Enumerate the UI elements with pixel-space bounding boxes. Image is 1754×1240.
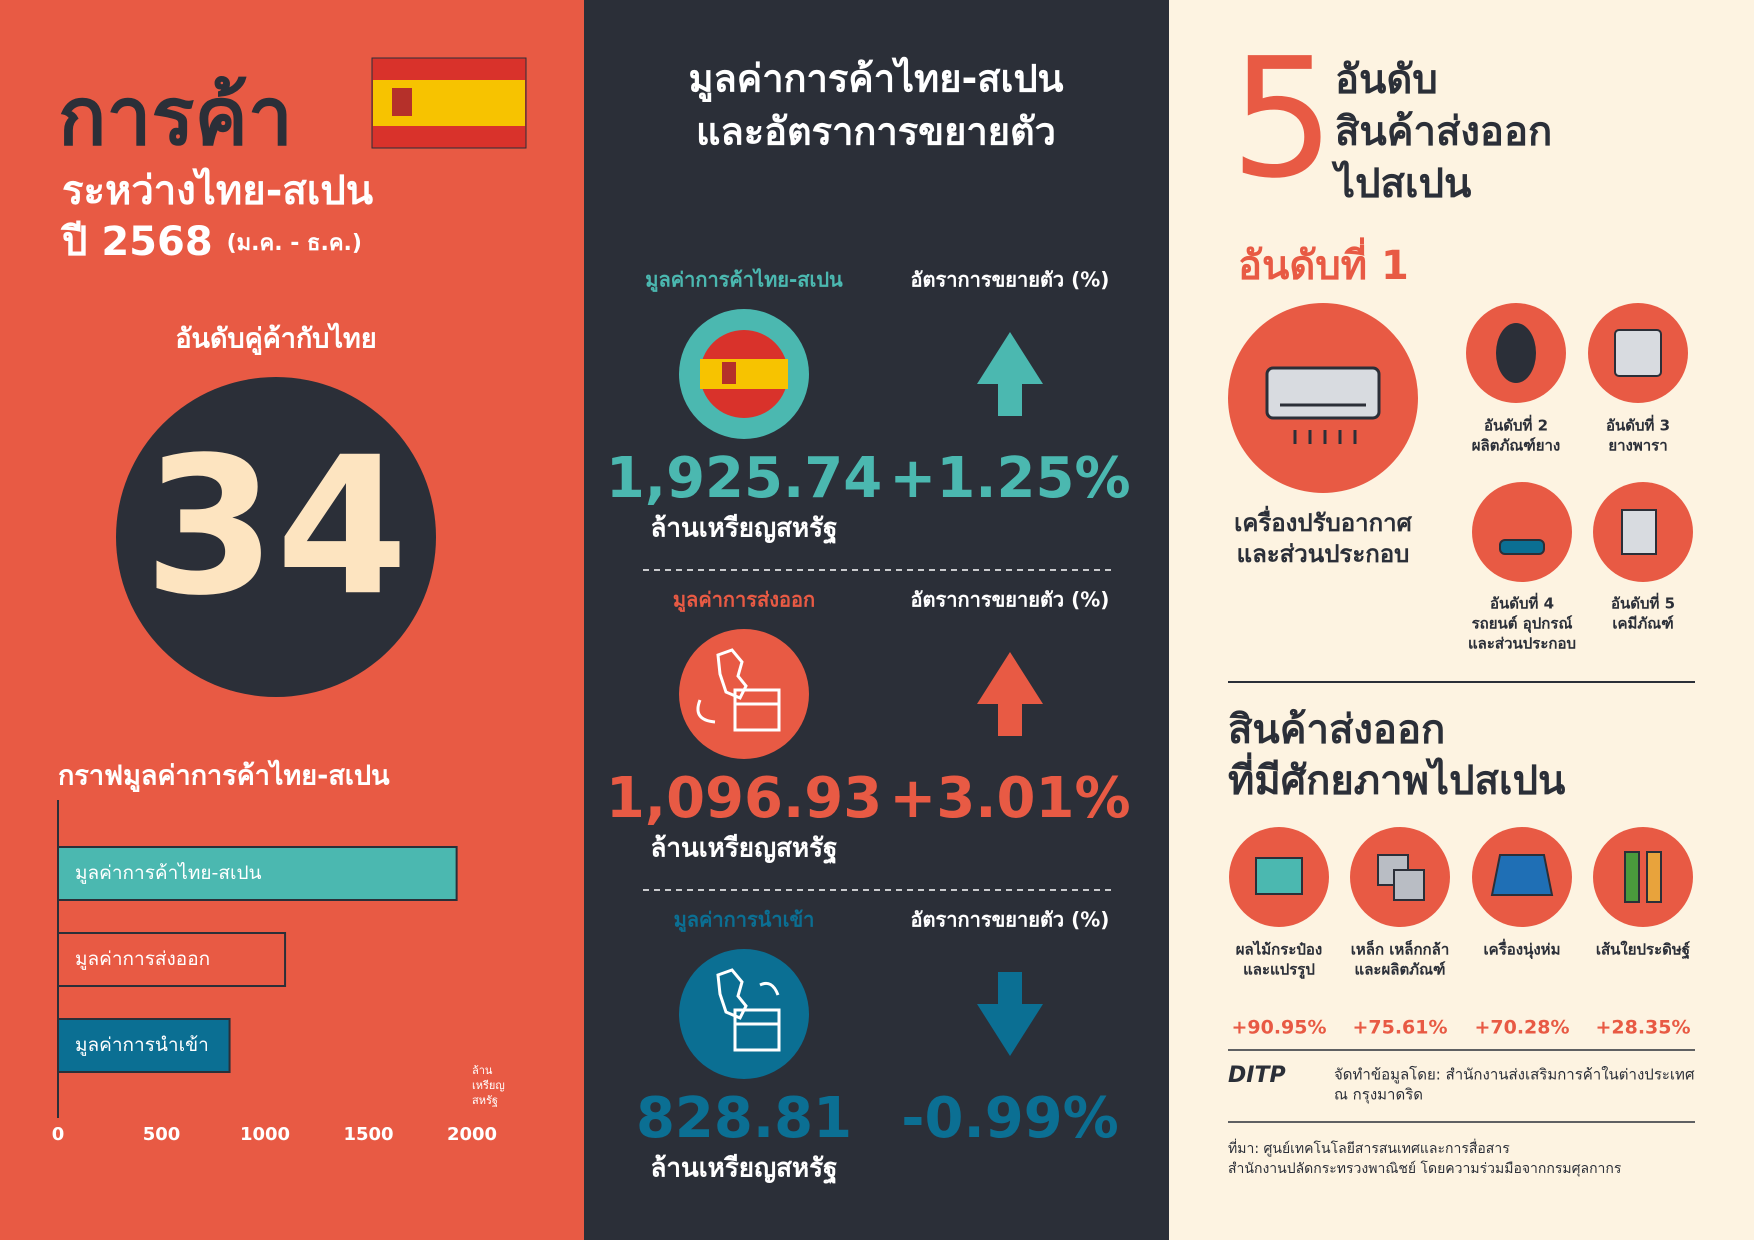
potential-item: และแปรรูป (1243, 961, 1315, 980)
sections: มูลค่าการค้าไทย-สเปน อัตราการขยายตัว (%)1… (606, 268, 1131, 1186)
bar-chart: มูลค่าการค้าไทย-สเปนมูลค่าการส่งออกมูลค่… (52, 846, 505, 1145)
down-arrow (977, 972, 1043, 1056)
title: การค้า (58, 70, 293, 163)
heading: สินค้าส่งออก (1335, 109, 1552, 155)
x-tick-label: 500 (143, 1124, 181, 1145)
export-icon (679, 629, 809, 759)
rank-list: อันดับที่ 2 ผลิตภัณฑ์ยาง อันดับที่ 3 ยางพาร… (1468, 415, 1675, 653)
ditp-logo: DITP (1228, 1063, 1286, 1088)
potential-growth: +90.95% (1231, 1017, 1326, 1039)
unit-label: ล้าน (472, 1064, 493, 1077)
rank-label: อันดับที่ 3 (1606, 415, 1670, 435)
growth: -0.99% (901, 1086, 1119, 1151)
source: สำนักงานปลัดกระทรวงพาณิชย์ โดยความร่วมมื… (1228, 1160, 1622, 1177)
rank-item: ยางพารา (1608, 437, 1667, 455)
potential-growth: +70.28% (1474, 1017, 1569, 1039)
top-item: และส่วนประกอบ (1237, 540, 1410, 568)
rank-item: ผลิตภัณฑ์ยาง (1472, 437, 1561, 455)
growth-label: อัตราการขยายตัว (%) (911, 268, 1110, 292)
growth-label: อัตราการขยายตัว (%) (911, 588, 1110, 612)
bar (57, 846, 458, 901)
top-item: เครื่องปรับอากาศ (1234, 505, 1413, 537)
rank-label: อันดับที่ 5 (1611, 593, 1675, 613)
x-tick-label: 1000 (240, 1124, 290, 1145)
potential-title: ที่มีศักยภาพไปสเปน (1228, 752, 1565, 804)
credit: จัดทำข้อมูลโดย: สำนักงานส่งเสริมการค้าใน… (1334, 1066, 1695, 1084)
unit-label: เหรียญ (472, 1079, 505, 1092)
potential-item: เหล็ก เหล็กกล้า (1351, 940, 1450, 959)
heading: ไปสเปน (1331, 160, 1471, 207)
potential-icons (1229, 827, 1693, 927)
growth: +1.25% (889, 446, 1130, 511)
period: (ม.ค. - ธ.ค.) (227, 231, 362, 256)
up-arrow (977, 332, 1043, 416)
rank-label: อันดับที่ 4 (1490, 593, 1554, 613)
import-icon (679, 949, 809, 1079)
potential-item: ผลไม้กระป๋อง (1236, 940, 1322, 959)
unit: ล้านเหรียญสหรัฐ (650, 834, 837, 866)
credit: ณ กรุงมาดริด (1334, 1086, 1423, 1105)
bar-label: มูลค่าการค้าไทย-สเปน (75, 862, 262, 884)
rank-item: รถยนต์ อุปกรณ์ (1472, 615, 1573, 634)
rank-label: อันดับที่ 2 (1484, 415, 1548, 435)
growth: +3.01% (889, 766, 1130, 831)
subtitle: ระหว่างไทย-สเปน (62, 167, 373, 214)
big-number: 5 (1230, 22, 1335, 214)
x-tick-label: 2000 (447, 1124, 497, 1145)
x-tick-label: 0 (52, 1124, 65, 1145)
year: ปี 2568 (ม.ค. - ธ.ค.) (60, 219, 361, 265)
bar (57, 1018, 231, 1073)
potential-title: สินค้าส่งออก (1228, 707, 1445, 753)
middle-title: และอัตราการขยายตัว (696, 110, 1056, 154)
unit: ล้านเหรียญสหรัฐ (650, 514, 837, 546)
potential-item: และผลิตภัณฑ์ (1355, 961, 1446, 979)
rank-number: 34 (144, 416, 408, 637)
unit: ล้านเหรียญสหรัฐ (650, 1154, 837, 1186)
heading: อันดับ (1335, 57, 1438, 103)
section-label: มูลค่าการส่งออก (673, 588, 815, 614)
section-label: มูลค่าการนำเข้า (674, 908, 815, 934)
spain-flag (371, 57, 527, 149)
value: 1,096.93 (606, 766, 882, 831)
growth-label: อัตราการขยายตัว (%) (911, 908, 1110, 932)
up-arrow (977, 652, 1043, 736)
rank-circle (116, 377, 436, 697)
top-label: อันดับที่ 1 (1238, 237, 1409, 289)
potential-growth: +75.61% (1352, 1017, 1447, 1039)
section-label: มูลค่าการค้าไทย-สเปน (645, 268, 843, 294)
value: 1,925.74 (606, 446, 882, 511)
middle-panel (584, 0, 1169, 1240)
year-text: ปี 2568 (60, 219, 212, 265)
x-tick-label: 1500 (343, 1124, 393, 1145)
potential-growth: +28.35% (1595, 1017, 1690, 1039)
bar-label: มูลค่าการส่งออก (75, 948, 210, 970)
value: 828.81 (636, 1086, 852, 1151)
bar (57, 932, 287, 987)
source: ที่มา: ศูนย์เทคโนโลยีสารสนเทศและการสื่อส… (1228, 1139, 1510, 1157)
middle-title: มูลค่าการค้าไทย-สเปน (688, 57, 1063, 103)
flag-icon (679, 309, 809, 439)
rank-label: อันดับคู่ค้ากับไทย (175, 323, 376, 356)
rank-item: และส่วนประกอบ (1468, 635, 1576, 653)
potential-item: เส้นใยประดิษฐ์ (1596, 941, 1690, 960)
aircon-icon (1228, 303, 1418, 493)
bar-label: มูลค่าการนำเข้า (75, 1034, 209, 1056)
unit-label: สหรัฐ (472, 1094, 498, 1107)
right-panel (1169, 0, 1754, 1240)
potential-item: เครื่องนุ่งห่ม (1484, 939, 1561, 960)
rank-item: เคมีภัณฑ์ (1612, 615, 1673, 633)
chart-title: กราฟมูลค่าการค้าไทย-สเปน (58, 760, 390, 793)
rank-icons (1466, 303, 1693, 582)
